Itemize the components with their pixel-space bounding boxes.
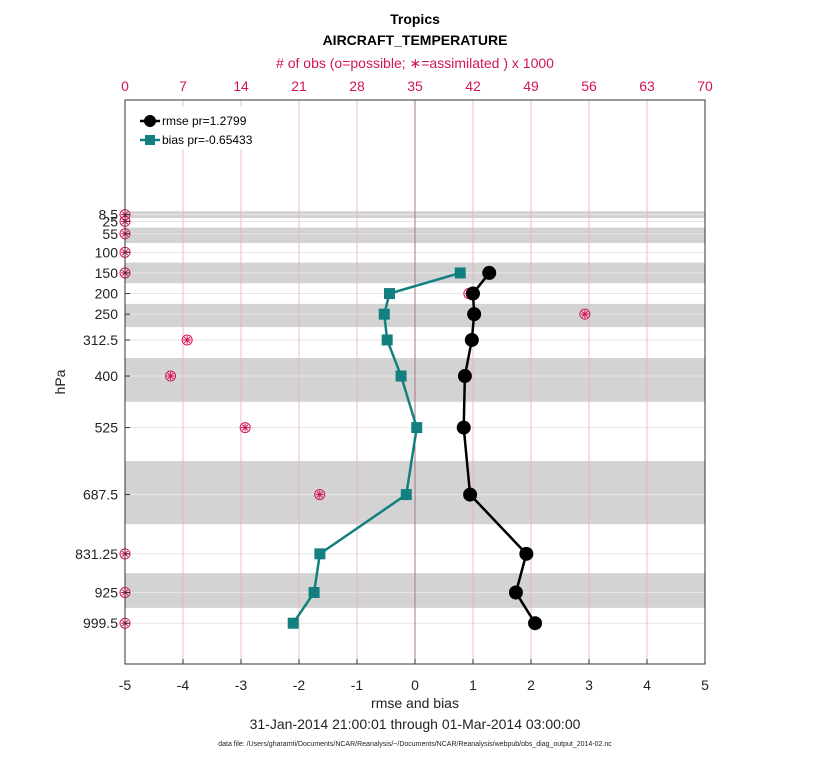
x-tick-label: -2 <box>293 677 306 693</box>
y-tick-label: 250 <box>95 306 119 322</box>
footnote: data file: /Users/gharamti/Documents/NCA… <box>218 741 612 748</box>
bias-line <box>292 271 461 624</box>
y-tick-label: 999.5 <box>83 615 118 631</box>
rmse-point <box>457 369 472 384</box>
bias-point <box>314 548 326 560</box>
rmse-point <box>482 265 497 280</box>
top-tick-label: 21 <box>291 78 307 94</box>
x-tick-label: 4 <box>643 677 651 693</box>
top-tick-label: 70 <box>697 78 713 94</box>
y-tick-label: 8.5 <box>99 207 119 223</box>
y-tick-label: 100 <box>95 244 119 260</box>
y-tick-label: 925 <box>95 585 119 601</box>
y-tick-label: 200 <box>95 286 119 302</box>
chart-title: Tropics <box>390 11 440 27</box>
bias-point <box>287 617 299 629</box>
y-axis-label: hPa <box>52 369 68 394</box>
y-tick-label: 150 <box>95 265 119 281</box>
asterisk-stroke <box>316 491 323 498</box>
x-axis-label: rmse and bias <box>371 695 459 711</box>
top-tick-label: 35 <box>407 78 423 94</box>
rmse-point <box>456 420 471 435</box>
legend-bias-marker <box>145 135 155 145</box>
x-tick-label: -3 <box>235 677 248 693</box>
obs-assimilated-marker <box>315 490 324 499</box>
y-tick-label: 687.5 <box>83 487 118 503</box>
rmse-point <box>463 487 478 502</box>
bias-point <box>378 308 390 320</box>
bias-point <box>395 370 407 382</box>
y-tick-label: 25 <box>102 213 118 229</box>
obs-assimilated-marker <box>580 310 589 319</box>
legend: rmse pr=1.2799 bias pr=-0.65433 <box>133 107 283 149</box>
top-tick-label: 7 <box>179 78 187 94</box>
bias-point <box>454 267 466 279</box>
x-tick-label: 5 <box>701 677 709 693</box>
rmse-point <box>466 286 480 301</box>
x-tick-label: 0 <box>411 677 419 693</box>
top-tick-label: 49 <box>523 78 539 94</box>
plot-frame <box>124 99 706 665</box>
bias-point <box>381 334 393 346</box>
series-layer <box>119 209 591 631</box>
date-range: 31-Jan-2014 21:00:01 through 01-Mar-2014… <box>250 716 581 732</box>
bias-point <box>400 489 412 501</box>
top-tick-label: 28 <box>349 78 365 94</box>
rmse-point <box>528 616 543 631</box>
x-tick-label: -4 <box>177 677 190 693</box>
obs-possible-marker <box>579 308 591 320</box>
bias-point <box>383 288 395 300</box>
obs-possible-marker <box>314 489 326 501</box>
x-tick-label: -1 <box>351 677 364 693</box>
obs-possible-marker <box>239 422 251 434</box>
asterisk-stroke <box>167 372 174 380</box>
top-tick-label: 42 <box>465 78 481 94</box>
y-tick-label: 831.25 <box>75 546 118 562</box>
rmse-point <box>508 585 523 600</box>
asterisk-stroke <box>581 310 589 318</box>
rmse-point <box>519 546 534 561</box>
y-tick-label: 525 <box>95 420 119 436</box>
rmse-line <box>462 272 537 624</box>
legend-box <box>133 107 283 149</box>
asterisk-stroke <box>241 424 249 431</box>
top-tick-label: 14 <box>233 78 249 94</box>
x-tick-label: 2 <box>527 677 535 693</box>
x-tick-label: 3 <box>585 677 593 693</box>
obs-assimilated-marker <box>183 335 192 344</box>
x-tick-label: 1 <box>469 677 477 693</box>
bias-point <box>411 422 423 434</box>
obs-assimilated-marker <box>166 372 175 381</box>
bias-point <box>308 587 320 599</box>
y-tick-label: 55 <box>102 226 118 242</box>
tick-labels: 0 7 14 21 28 35 42 49 56 63 70-5 -4 -3 -2 -1 0 1 2 3 4 58.52… <box>75 78 713 693</box>
y-tick-label: 400 <box>95 368 119 384</box>
rmse-point <box>467 307 482 322</box>
chart-subtitle: AIRCRAFT_TEMPERATURE <box>323 32 508 48</box>
legend-bias-label: bias pr=-0.65433 <box>162 133 253 147</box>
rmse-point <box>464 332 479 347</box>
obs-assimilated-marker <box>241 423 250 432</box>
legend-rmse-marker <box>144 115 156 127</box>
top-tick-label: 63 <box>639 78 655 94</box>
top-axis-label: # of obs (o=possible; ∗=assimilated ) x … <box>276 55 554 71</box>
top-tick-label: 0 <box>121 78 129 94</box>
y-tick-label: 312.5 <box>83 332 118 348</box>
x-tick-label: -5 <box>119 677 132 693</box>
asterisk-stroke <box>183 336 191 344</box>
top-tick-label: 56 <box>581 78 597 94</box>
legend-rmse-label: rmse pr=1.2799 <box>162 114 247 128</box>
obs-possible-marker <box>165 370 177 382</box>
obs-possible-marker <box>181 334 193 346</box>
